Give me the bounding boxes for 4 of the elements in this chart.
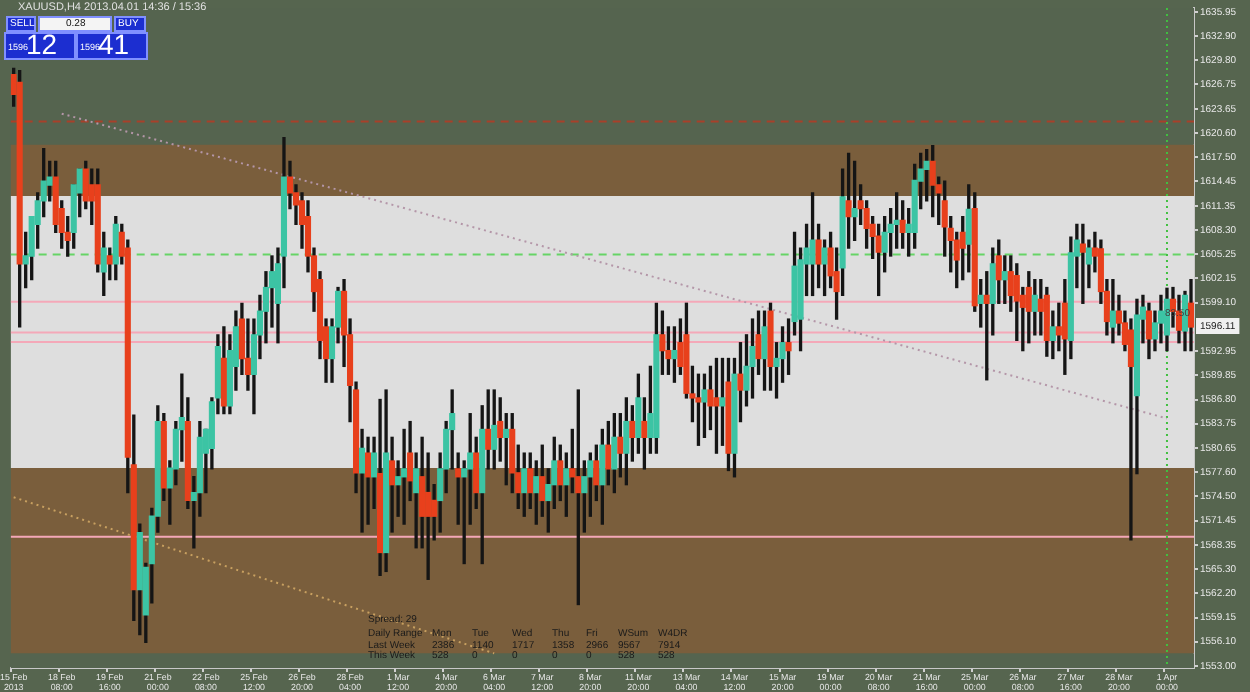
annotation: 41 (98, 28, 130, 60)
annotation: 12 (26, 28, 58, 60)
candlestick (401, 428, 408, 525)
candlestick (1079, 223, 1086, 304)
